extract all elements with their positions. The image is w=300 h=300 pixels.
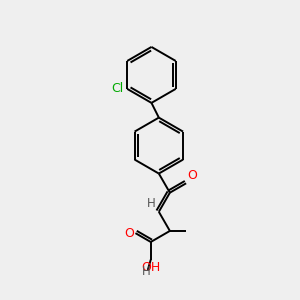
- Text: H: H: [142, 265, 151, 278]
- Text: O: O: [188, 169, 197, 182]
- Text: H: H: [146, 197, 155, 210]
- Text: Cl: Cl: [112, 82, 124, 95]
- Text: OH: OH: [141, 261, 161, 274]
- Text: O: O: [124, 226, 134, 240]
